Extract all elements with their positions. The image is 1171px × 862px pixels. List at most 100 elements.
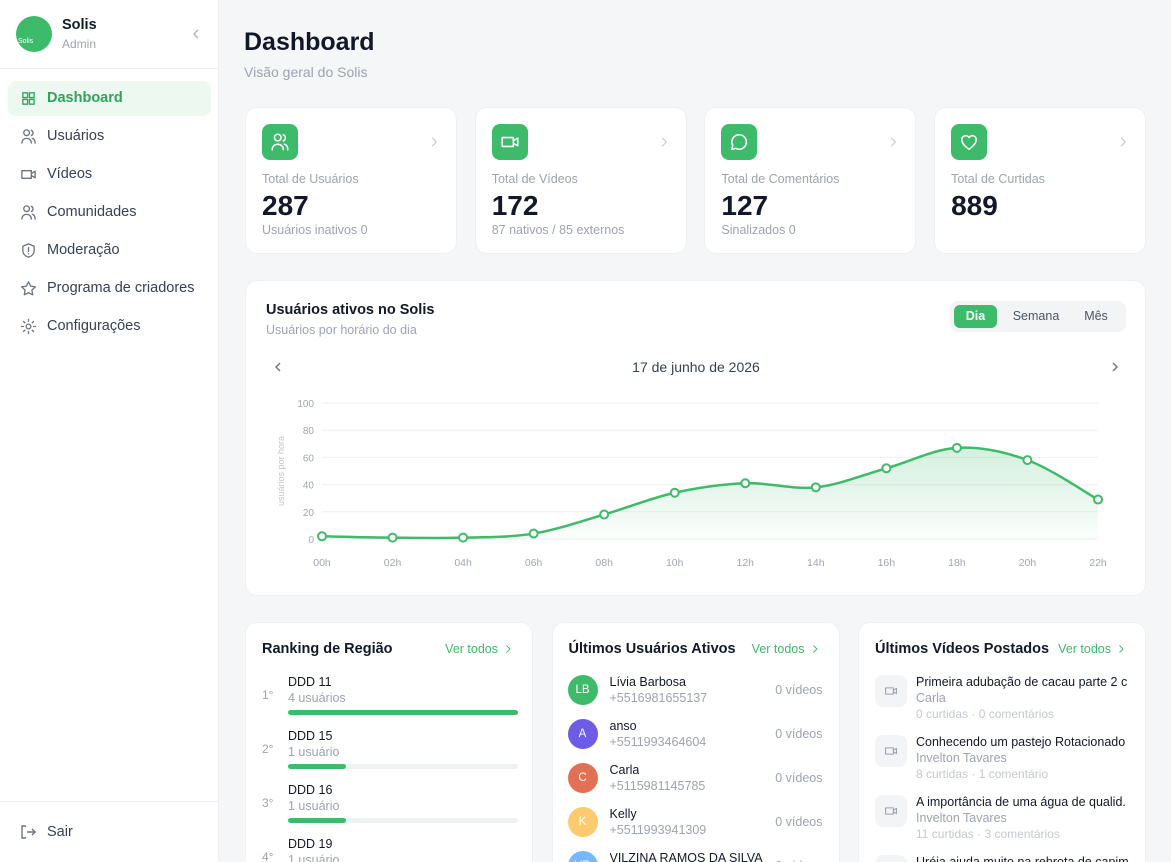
x-tick-label: 12h: [737, 557, 755, 569]
nav-item[interactable]: Dashboard: [8, 81, 211, 116]
collapse-button[interactable]: [191, 28, 201, 40]
page-subtitle: Visão geral do Solis: [244, 64, 368, 80]
video-title[interactable]: Uréia ajuda muito na rebrota de capim: [916, 855, 1129, 862]
stat-label: Total de Curtidas: [951, 172, 1045, 186]
video-thumb: [875, 735, 907, 767]
nav-icon: [21, 205, 36, 220]
video-stats: 8 curtidas · 1 comentário: [916, 767, 1049, 781]
stat-value: 287: [262, 190, 309, 221]
y-tick-label: 80: [303, 426, 315, 437]
view-all[interactable]: Ver todos: [1058, 642, 1111, 656]
user-name: Kelly: [609, 807, 637, 821]
nav-item[interactable]: Configurações: [8, 309, 211, 344]
range-option[interactable]: Semana: [1012, 309, 1060, 323]
next-day[interactable]: [1110, 361, 1120, 373]
x-tick-label: 16h: [878, 557, 896, 569]
stat-card[interactable]: Total de Vídeos 172 87 nativos / 85 extern…: [474, 107, 687, 254]
x-tick-label: 00h: [313, 557, 331, 569]
x-tick-label: 06h: [525, 557, 543, 569]
video-title[interactable]: A importância de uma água de qualid.: [916, 795, 1126, 809]
nav-label: Vídeos: [47, 166, 93, 182]
stat-card[interactable]: Total de Usuários 287 Usuários inativos 0: [245, 107, 457, 254]
view-all[interactable]: Ver todos: [751, 642, 805, 656]
nav-item[interactable]: Usuários: [8, 119, 211, 154]
icon-path: [891, 137, 897, 147]
stat-card[interactable]: Total de Curtidas 889: [934, 107, 1147, 254]
x-tick-label: 18h: [948, 557, 966, 569]
video-thumb: [875, 795, 907, 827]
chevron: [661, 137, 667, 147]
stat-icon: [262, 124, 298, 160]
videos-card: Últimos Vídeos Postados Ver todos Primeira…: [858, 622, 1146, 862]
user-phone: +5511993941309: [609, 823, 707, 837]
avatar: A: [567, 719, 598, 749]
stat-card[interactable]: Total de Comentários 127 Sinalizados 0: [704, 107, 917, 254]
nav-label: Dashboard: [47, 90, 123, 106]
bar-track: [288, 764, 518, 769]
card-title: Ranking de Região: [262, 641, 393, 657]
nav-item[interactable]: Comunidades: [8, 195, 211, 230]
point: [317, 531, 327, 542]
user-videos: 0 vídeos: [775, 815, 823, 829]
icon-path: [501, 136, 519, 148]
range-option[interactable]: Mês: [1084, 309, 1108, 323]
page-title: Dashboard: [244, 28, 375, 56]
nav-item[interactable]: Moderação: [8, 233, 211, 268]
range-option[interactable]: Dia: [954, 305, 997, 328]
nav-label: Usuários: [47, 128, 105, 144]
video-thumb: [875, 675, 907, 707]
logo-text: Solis: [18, 38, 34, 45]
icon-path: [885, 747, 897, 755]
stat-note: Usuários inativos 0: [262, 223, 368, 237]
y-axis-label: usuários por hora: [276, 436, 286, 506]
chevron: [891, 137, 897, 147]
avatar: VR: [567, 851, 598, 862]
icon-path: [21, 205, 36, 220]
x-tick-label: 04h: [454, 557, 472, 569]
role: Admin: [62, 37, 97, 51]
icon-path: [431, 137, 437, 147]
point: [951, 442, 962, 453]
region-count: 4 usuários: [288, 691, 346, 705]
user-videos: 0 vídeos: [775, 683, 823, 697]
user-name: Lívia Barbosa: [609, 675, 686, 689]
y-tick-label: 40: [303, 481, 315, 492]
point: [740, 478, 751, 489]
user-name: Carla: [609, 763, 640, 777]
video-author: Carla: [916, 691, 946, 705]
video-title[interactable]: Primeira adubação de cacau parte 2 c: [916, 675, 1128, 689]
x-tick-label: 20h: [1019, 557, 1037, 569]
nav-label: Configurações: [47, 318, 141, 334]
chevron: [812, 645, 817, 653]
divider: [0, 68, 219, 69]
stat-icon: [951, 124, 988, 160]
chart: 0 20 40 60 80 100 usuários por hora 00h 02h 04h 06…: [276, 399, 1107, 569]
user-name: VILZINA RAMOS DA SILVA I: [609, 851, 766, 862]
chevron: [431, 137, 437, 147]
icon: [885, 687, 897, 695]
icon: [731, 133, 748, 150]
region: DDD 11: [288, 675, 332, 689]
video-title[interactable]: Conhecendo um pastejo Rotacionado: [916, 735, 1126, 749]
icon: [885, 747, 897, 755]
avatar: C: [567, 763, 598, 793]
nav-icon: [22, 243, 35, 258]
point: [599, 509, 610, 520]
view-all[interactable]: Ver todos: [445, 642, 498, 656]
logout[interactable]: Sair: [47, 824, 73, 840]
nav-icon: [20, 318, 37, 335]
nav-item[interactable]: Programa de criadores: [8, 271, 211, 306]
nav-item[interactable]: Vídeos: [8, 157, 211, 192]
icon-path: [1119, 645, 1124, 653]
chevron: [1120, 137, 1126, 147]
user-phone: +5115981145785: [609, 779, 706, 793]
bar-track: [288, 818, 518, 823]
prev-day[interactable]: [273, 361, 283, 373]
users-card: Últimos Usuários Ativos Ver todos LB Lívia …: [551, 622, 840, 862]
logo: Solis: [16, 16, 52, 52]
icon-path: [1120, 137, 1126, 147]
point: [669, 487, 680, 498]
icon-path: [961, 134, 978, 150]
point: [1093, 494, 1103, 505]
